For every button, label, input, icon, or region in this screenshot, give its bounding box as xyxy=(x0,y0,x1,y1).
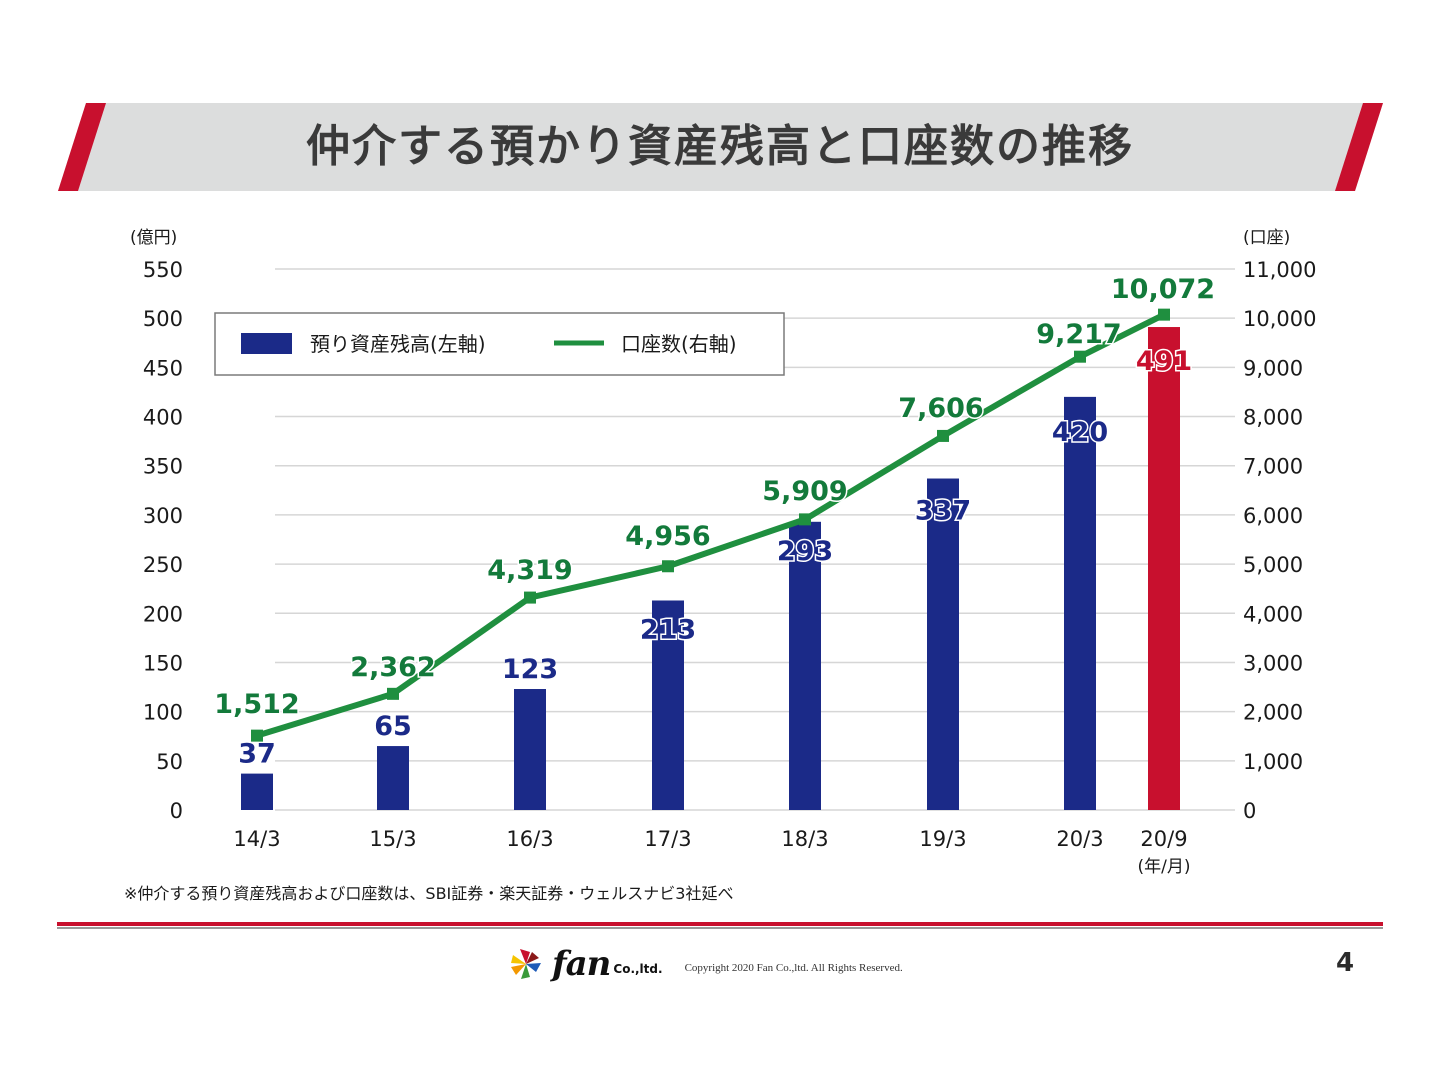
bar xyxy=(377,746,409,810)
bar xyxy=(652,600,684,810)
bar-series xyxy=(241,327,1180,810)
y-axis-right: 0 1,000 2,000 3,000 4,000 5,000 6,000 7,000 8,00… xyxy=(1243,258,1316,823)
y-left-tick-label: 200 xyxy=(143,602,183,626)
line-series xyxy=(251,308,1170,742)
y-right-tick-label: 9,000 xyxy=(1243,356,1303,380)
logo-wordmark: fan xyxy=(552,944,611,984)
y-left-tick-label: 550 xyxy=(143,258,183,282)
bar-data-label: 123 xyxy=(502,654,558,685)
line-data-label: 2,362 xyxy=(350,652,435,683)
legend-label-line: 口座数(右軸) xyxy=(621,332,737,356)
page-number: 4 xyxy=(1336,948,1355,978)
line-data-label: 10,072 xyxy=(1111,274,1215,305)
bar-data-label: 213 xyxy=(640,614,696,645)
y-right-tick-label: 8,000 xyxy=(1243,406,1303,430)
line-data-label: 7,606 xyxy=(898,393,983,424)
y-left-tick-label: 450 xyxy=(143,356,183,380)
banner-background xyxy=(58,103,1383,191)
line-marker xyxy=(799,513,811,526)
fan-logo-icon xyxy=(511,949,541,979)
y-left-tick-label: 250 xyxy=(143,553,183,577)
line-marker xyxy=(524,591,536,604)
y-left-tick-label: 0 xyxy=(170,799,183,823)
bar-data-label: 293 xyxy=(777,536,833,567)
y-left-tick-label: 500 xyxy=(143,307,183,331)
legend-bar-swatch xyxy=(241,333,292,354)
bar xyxy=(241,773,273,810)
banner-left-slash xyxy=(58,103,106,191)
line-marker xyxy=(1158,308,1170,321)
y-right-tick-label: 3,000 xyxy=(1243,651,1303,675)
line-data-label: 9,217 xyxy=(1036,319,1121,350)
footnote: ※仲介する預り資産残高および口座数は、SBI証券・楽天証券・ウェルスナビ3社延べ xyxy=(124,884,734,903)
line-marker xyxy=(662,560,674,573)
line-marker xyxy=(251,729,263,742)
combo-chart: 37 65 123 213 293 337 420 491 1,512 2,362 4,319 4,… xyxy=(130,228,1316,877)
page-title: 仲介する預かり資産残高と口座数の推移 xyxy=(306,121,1134,172)
y-right-tick-label: 10,000 xyxy=(1243,307,1316,331)
y-right-tick-label: 5,000 xyxy=(1243,553,1303,577)
line-marker xyxy=(937,429,949,442)
bar-data-label: 37 xyxy=(238,739,276,770)
banner-right-slash xyxy=(1335,103,1383,191)
y-axis-left: 0 50 100 150 200 250 300 350 400 450 500 550 xyxy=(143,258,183,823)
y-right-tick-label: 2,000 xyxy=(1243,701,1303,725)
x-tick-label: 18/3 xyxy=(781,827,828,851)
legend-box xyxy=(214,312,785,376)
y-left-tick-label: 400 xyxy=(143,406,183,430)
bar xyxy=(789,521,821,810)
y-right-tick-label: 1,000 xyxy=(1243,750,1303,774)
bar xyxy=(514,689,546,810)
y-right-tick-label: 7,000 xyxy=(1243,455,1303,479)
bar-data-labels: 37 65 123 213 293 337 420 491 xyxy=(238,345,1193,770)
y-left-tick-label: 150 xyxy=(143,651,183,675)
y-right-tick-label: 0 xyxy=(1243,799,1256,823)
line-data-label: 5,909 xyxy=(762,476,847,507)
line-data-label: 1,512 xyxy=(214,689,299,720)
x-tick-label: 20/3 xyxy=(1056,827,1103,851)
legend-label-bar: 預り資産残高(左軸) xyxy=(310,332,486,356)
footer: fan Co.,ltd. Copyright 2020 Fan Co.,ltd.… xyxy=(508,942,903,986)
bar xyxy=(927,478,959,810)
y-left-tick-label: 350 xyxy=(143,455,183,479)
y-right-tick-label: 11,000 xyxy=(1243,258,1316,282)
y-right-unit-label: (口座) xyxy=(1243,228,1290,248)
footer-divider-gray xyxy=(57,927,1383,929)
line-path xyxy=(256,311,1166,739)
y-right-tick-label: 4,000 xyxy=(1243,602,1303,626)
x-tick-label: 15/3 xyxy=(369,827,416,851)
x-tick-label: 14/3 xyxy=(233,827,280,851)
line-marker xyxy=(387,687,399,700)
y-left-unit-label: (億円) xyxy=(130,228,177,248)
line-marker xyxy=(1074,350,1086,363)
y-right-tick-label: 6,000 xyxy=(1243,504,1303,528)
copyright-text: Copyright 2020 Fan Co.,ltd. All Rights R… xyxy=(684,962,903,974)
y-left-tick-label: 300 xyxy=(143,504,183,528)
bar-data-label: 337 xyxy=(915,496,971,527)
line-data-labels: 1,512 2,362 4,319 4,956 5,909 7,606 9,217 10,07… xyxy=(213,273,1217,722)
bar xyxy=(1148,327,1180,810)
logo-suffix: Co.,ltd. xyxy=(613,962,663,976)
bar-data-label: 65 xyxy=(374,711,412,742)
bar-data-label: 420 xyxy=(1052,417,1108,448)
x-tick-label: 17/3 xyxy=(644,827,691,851)
x-tick-label: 16/3 xyxy=(506,827,553,851)
x-axis: 14/3 15/3 16/3 17/3 18/3 19/3 20/3 20/9 xyxy=(233,827,1187,851)
legend: 預り資産残高(左軸) 口座数(右軸) xyxy=(214,312,785,376)
line-data-label: 4,319 xyxy=(487,555,572,586)
x-tick-label: 20/9 xyxy=(1140,827,1187,851)
y-left-tick-label: 50 xyxy=(156,750,183,774)
bar-data-label: 491 xyxy=(1136,346,1192,377)
line-data-label: 4,956 xyxy=(625,521,710,552)
title-banner-shape xyxy=(58,103,1383,191)
bar xyxy=(1064,396,1096,810)
x-unit-label: (年/月) xyxy=(1138,857,1191,877)
title-banner xyxy=(58,103,1383,191)
y-left-tick-label: 100 xyxy=(143,701,183,725)
footer-divider-red xyxy=(57,922,1383,926)
x-tick-label: 19/3 xyxy=(919,827,966,851)
